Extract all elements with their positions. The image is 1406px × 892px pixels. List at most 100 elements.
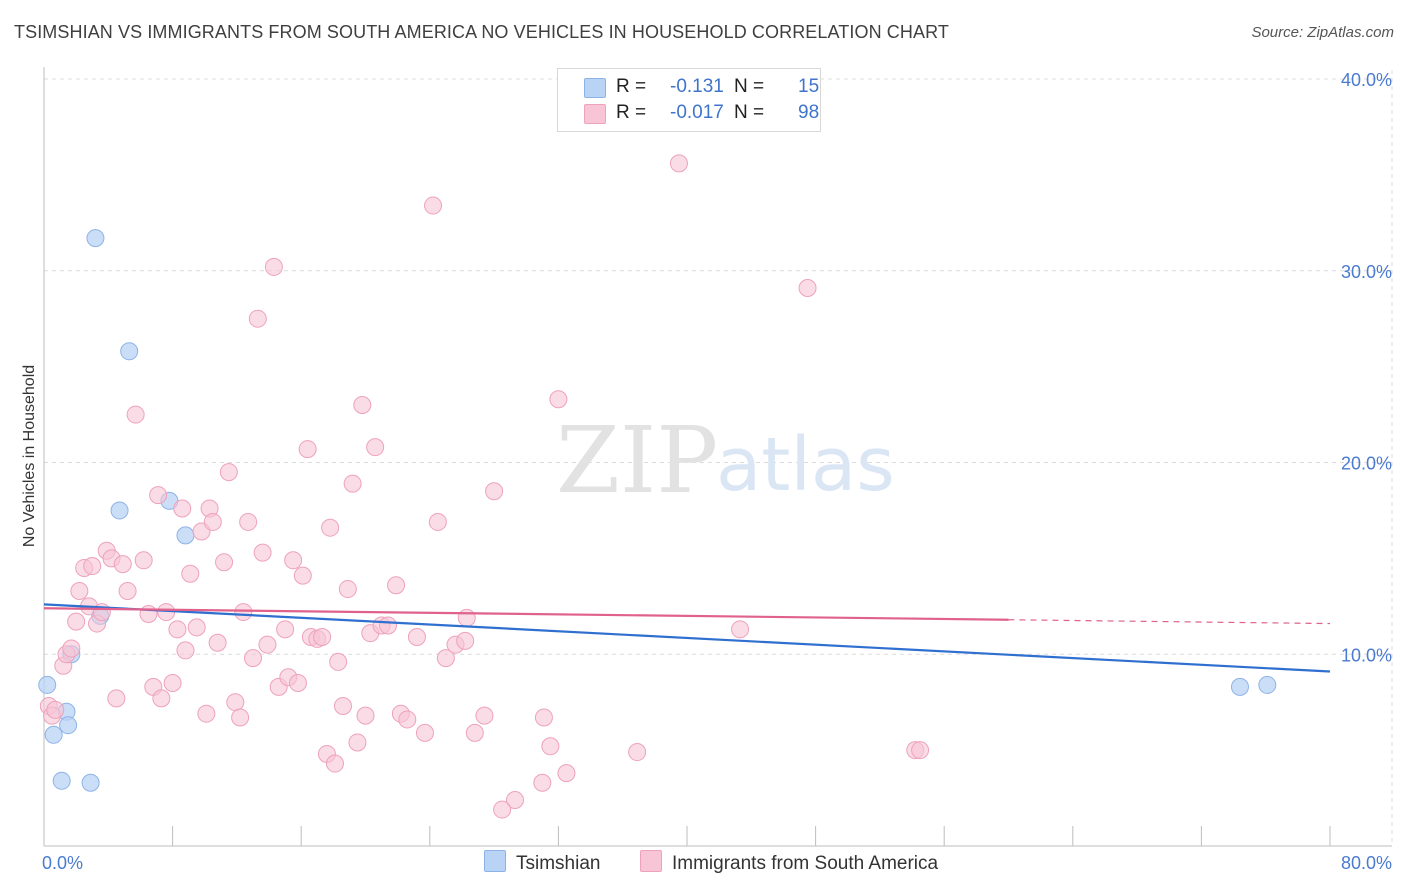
data-point-immigrants	[356, 706, 375, 725]
y-tick-label: 30.0%	[1341, 262, 1392, 282]
data-point-immigrants	[173, 499, 192, 518]
data-point-immigrants	[353, 395, 372, 414]
data-point-immigrants	[181, 564, 200, 583]
bottom-legend-immigrants: Immigrants from South America	[640, 850, 938, 878]
legend-n-value: 15	[798, 76, 820, 97]
data-point-immigrants	[541, 737, 560, 756]
data-point-immigrants	[424, 196, 443, 215]
data-point-immigrants	[62, 639, 81, 658]
data-point-immigrants	[485, 482, 504, 501]
trend-line-immigrants	[43, 607, 1009, 621]
data-point-immigrants	[628, 743, 647, 762]
data-point-immigrants	[126, 405, 145, 424]
data-point-immigrants	[398, 710, 417, 729]
data-point-immigrants	[457, 608, 476, 627]
data-point-immigrants	[248, 309, 267, 328]
data-point-immigrants	[475, 706, 494, 725]
data-point-immigrants	[239, 512, 258, 531]
y-tick-label: 20.0%	[1341, 454, 1392, 474]
data-point-tsimshian	[1258, 675, 1277, 694]
data-point-immigrants	[911, 741, 930, 760]
bottom-legend-swatch-pink	[640, 850, 662, 872]
data-point-immigrants	[533, 773, 552, 792]
data-point-immigrants	[243, 649, 262, 668]
data-point-immigrants	[493, 800, 512, 819]
data-point-immigrants	[70, 581, 89, 600]
data-point-immigrants	[505, 790, 524, 809]
data-point-tsimshian	[38, 675, 57, 694]
data-point-immigrants	[208, 633, 227, 652]
data-point-tsimshian	[52, 771, 71, 790]
data-point-immigrants	[387, 576, 406, 595]
data-point-immigrants	[234, 603, 253, 622]
data-point-immigrants	[329, 652, 348, 671]
data-point-immigrants	[407, 627, 426, 646]
data-point-immigrants	[152, 689, 171, 708]
watermark-zip: ZIP	[556, 407, 718, 514]
y-tick-label: 10.0%	[1341, 645, 1392, 665]
trend-line-immigrants-dashed	[1008, 619, 1331, 625]
data-point-immigrants	[118, 581, 137, 600]
y-axis-label: No Vehicles in Household	[21, 365, 38, 547]
trend-lines	[43, 603, 1331, 673]
series-immigrants-south-america	[39, 154, 930, 819]
trend-line-tsimshian	[43, 603, 1331, 673]
source-credit: Source: ZipAtlas.com	[1251, 24, 1394, 41]
data-point-immigrants	[107, 689, 126, 708]
data-point-immigrants	[288, 674, 307, 693]
legend-swatch-blue	[584, 78, 606, 98]
data-point-immigrants	[456, 631, 475, 650]
legend-r-value: -0.131	[670, 76, 724, 97]
legend-r-label: R =	[616, 102, 647, 123]
data-point-immigrants	[139, 604, 158, 623]
data-point-immigrants	[428, 512, 447, 531]
x-tick-label: 80.0%	[1341, 853, 1392, 873]
legend-swatch-pink	[584, 104, 606, 124]
legend-r-value: -0.017	[670, 102, 724, 123]
data-point-immigrants	[415, 723, 434, 742]
bottom-legend-label: Tsimshian	[516, 853, 601, 874]
data-point-immigrants	[83, 557, 102, 576]
data-point-immigrants	[348, 733, 367, 752]
data-point-immigrants	[557, 764, 576, 783]
legend-n-label: N =	[734, 102, 765, 123]
data-point-tsimshian	[1230, 677, 1249, 696]
data-point-immigrants	[226, 693, 245, 712]
data-point-immigrants	[366, 438, 385, 457]
axes: 10.0% 20.0% 30.0% 40.0% 0.0% 80.0%	[42, 67, 1392, 873]
data-point-immigrants	[253, 543, 272, 562]
data-point-tsimshian	[86, 229, 105, 248]
chart-title: TSIMSHIAN VS IMMIGRANTS FROM SOUTH AMERI…	[14, 22, 949, 42]
data-point-tsimshian	[110, 501, 129, 520]
data-point-immigrants	[168, 620, 187, 639]
data-point-immigrants	[258, 635, 277, 654]
bottom-legend-tsimshian: Tsimshian	[484, 850, 600, 878]
data-point-immigrants	[215, 553, 234, 572]
data-point-immigrants	[436, 649, 455, 668]
data-point-tsimshian	[120, 342, 139, 361]
data-point-immigrants	[669, 154, 688, 173]
data-point-immigrants	[549, 390, 568, 409]
data-point-immigrants	[284, 551, 303, 570]
data-point-immigrants	[67, 612, 86, 631]
correlation-legend: R = -0.131 N = 15 R = -0.017 N = 98	[557, 68, 821, 132]
data-point-immigrants	[134, 551, 153, 570]
data-point-immigrants	[203, 512, 222, 531]
data-point-tsimshian	[81, 773, 100, 792]
bottom-legend-swatch-blue	[484, 850, 506, 872]
data-point-immigrants	[338, 580, 357, 599]
data-point-immigrants	[534, 708, 553, 727]
data-point-immigrants	[176, 641, 195, 660]
data-point-tsimshian	[59, 716, 78, 735]
data-point-immigrants	[187, 618, 206, 637]
legend-n-label: N =	[734, 76, 765, 97]
data-point-tsimshian	[44, 725, 63, 744]
data-point-immigrants	[321, 518, 340, 537]
legend-r-label: R =	[616, 76, 647, 97]
data-point-tsimshian	[176, 526, 195, 545]
data-point-immigrants	[149, 486, 168, 505]
data-point-immigrants	[264, 257, 283, 276]
data-point-immigrants	[298, 440, 317, 459]
data-point-immigrants	[343, 474, 362, 493]
